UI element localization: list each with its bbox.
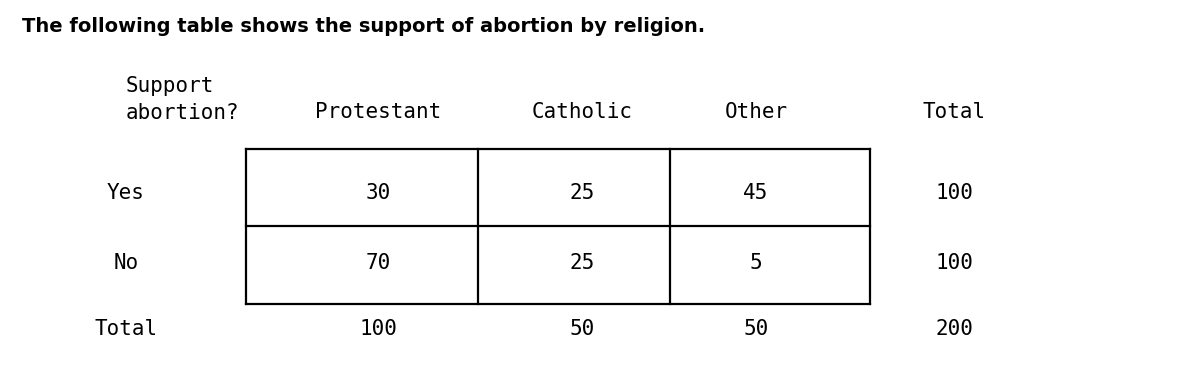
Text: Total: Total	[95, 319, 157, 339]
Text: Protestant: Protestant	[314, 102, 442, 122]
Text: The following table shows the support of abortion by religion.: The following table shows the support of…	[22, 17, 704, 36]
Text: 45: 45	[743, 183, 769, 203]
Text: Total: Total	[923, 102, 985, 122]
Text: 25: 25	[569, 183, 595, 203]
Text: 100: 100	[935, 253, 973, 273]
Text: 200: 200	[935, 319, 973, 339]
Text: No: No	[113, 253, 139, 273]
Text: 25: 25	[569, 253, 595, 273]
Text: 5: 5	[750, 253, 762, 273]
Text: Catholic: Catholic	[532, 102, 632, 122]
Text: Support
abortion?: Support abortion?	[126, 76, 240, 123]
Text: 100: 100	[935, 183, 973, 203]
Text: Other: Other	[725, 102, 787, 122]
Text: 70: 70	[365, 253, 391, 273]
Text: 50: 50	[569, 319, 595, 339]
Text: 100: 100	[359, 319, 397, 339]
Text: Yes: Yes	[107, 183, 145, 203]
Text: 50: 50	[743, 319, 769, 339]
Text: 30: 30	[365, 183, 391, 203]
